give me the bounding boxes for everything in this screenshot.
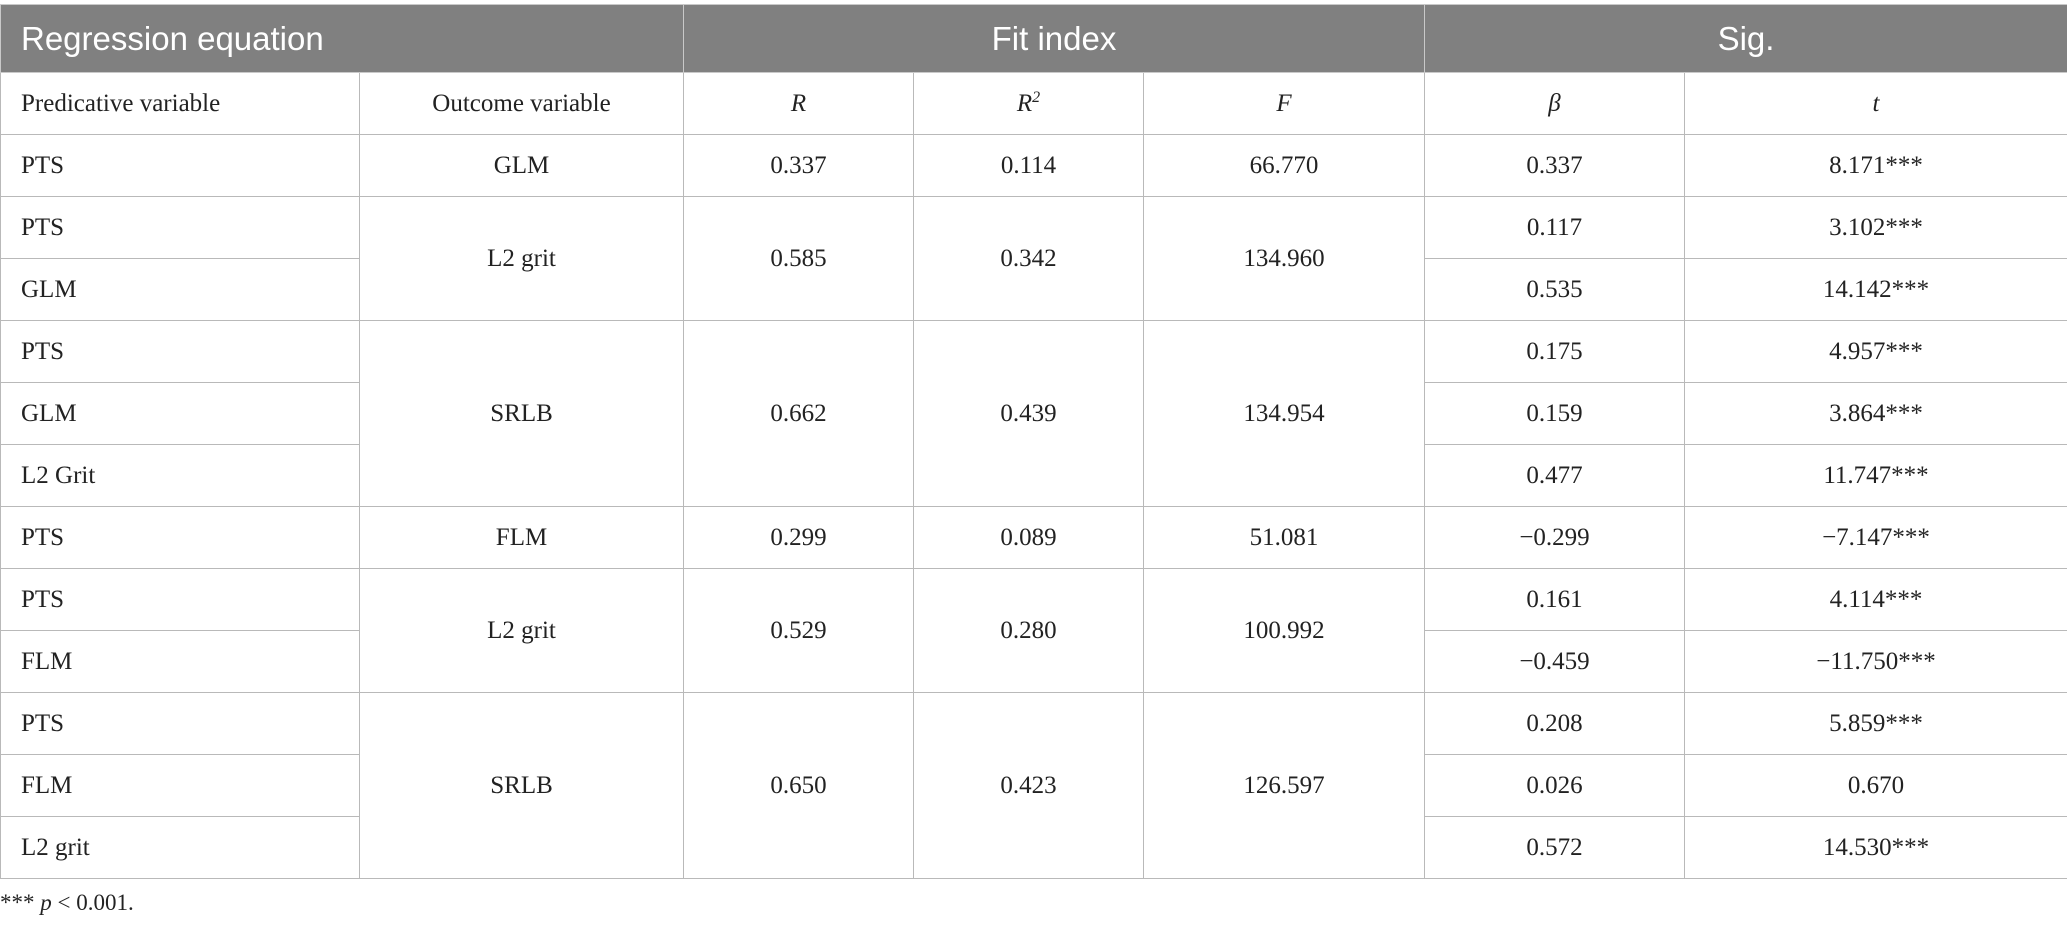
beta-cell: 0.161 [1424,568,1685,631]
beta-cell: 0.535 [1424,258,1685,321]
table-row: L2 grit 0.572 14.530*** [0,816,2067,879]
table-row: FLM 0.026 0.670 [0,754,2067,817]
r-squared-cell: 0.423 [913,692,1144,879]
predictor-cell: PTS [0,692,360,755]
outcome-cell: SRLB [359,692,684,879]
t-cell: 4.957*** [1684,320,2067,383]
r-cell: 0.650 [683,692,914,879]
group-header-row: Regression equation Fit index Sig. [0,4,2067,73]
r-cell: 0.662 [683,320,914,507]
regression-table-body: PTS GLM 0.337 0.114 66.770 0.337 8.171*** PTS L2… [0,134,2067,879]
t-cell: 0.670 [1684,754,2067,817]
beta-cell: 0.159 [1424,382,1685,445]
f-cell: 134.960 [1143,196,1425,321]
regression-table: Regression equation Fit index Sig. Predi… [0,4,2067,879]
r-squared-exponent: 2 [1032,88,1041,106]
f-cell: 134.954 [1143,320,1425,507]
t-header: t [1684,72,2067,135]
outcome-cell: FLM [359,506,684,569]
f-cell: 66.770 [1143,134,1425,197]
predictor-cell: GLM [0,258,360,321]
predictor-cell: L2 grit [0,816,360,879]
table-row: GLM 0.535 14.142*** [0,258,2067,321]
fit-index-header: Fit index [683,4,1425,73]
beta-cell: −0.459 [1424,630,1685,693]
beta-cell: 0.175 [1424,320,1685,383]
t-cell: 3.864*** [1684,382,2067,445]
regression-equation-header: Regression equation [0,4,684,73]
beta-cell: 0.117 [1424,196,1685,259]
beta-cell: 0.208 [1424,692,1685,755]
f-cell: 100.992 [1143,568,1425,693]
r-squared-cell: 0.089 [913,506,1144,569]
significance-header: Sig. [1424,4,2067,73]
t-cell: 8.171*** [1684,134,2067,197]
t-cell: 14.530*** [1684,816,2067,879]
r-squared-cell: 0.280 [913,568,1144,693]
beta-cell: 0.337 [1424,134,1685,197]
predictor-cell: PTS [0,568,360,631]
regression-table-container: Regression equation Fit index Sig. Predi… [0,4,2067,879]
predictor-cell: PTS [0,506,360,569]
r-cell: 0.337 [683,134,914,197]
outcome-cell: GLM [359,134,684,197]
beta-cell: 0.572 [1424,816,1685,879]
t-cell: 3.102*** [1684,196,2067,259]
predictor-cell: GLM [0,382,360,445]
beta-cell: 0.026 [1424,754,1685,817]
beta-cell: −0.299 [1424,506,1685,569]
table-row: PTS FLM 0.299 0.089 51.081 −0.299 −7.147*** [0,506,2067,569]
r-cell: 0.299 [683,506,914,569]
outcome-variable-header: Outcome variable [359,72,684,135]
beta-cell: 0.477 [1424,444,1685,507]
predictor-cell: FLM [0,630,360,693]
outcome-cell: SRLB [359,320,684,507]
r-squared-header: R2 [913,72,1144,135]
column-header-row: Predicative variable Outcome variable R … [0,72,2067,135]
predictor-cell: FLM [0,754,360,817]
beta-header: β [1424,72,1685,135]
t-cell: 11.747*** [1684,444,2067,507]
t-cell: −11.750*** [1684,630,2067,693]
table-row: PTS L2 grit 0.585 0.342 134.960 0.117 3.102*** [0,196,2067,321]
table-row: PTS GLM 0.337 0.114 66.770 0.337 8.171*** [0,134,2067,197]
r-squared-base: R [1016,89,1033,117]
outcome-cell: L2 grit [359,196,684,321]
r-squared-cell: 0.439 [913,320,1144,507]
r-cell: 0.585 [683,196,914,321]
predictor-cell: L2 Grit [0,444,360,507]
f-cell: 51.081 [1143,506,1425,569]
footnote-stars: *** [0,890,35,915]
table-row: PTS SRLB 0.650 0.423 126.597 0.208 5.859*** [0,692,2067,879]
predictor-cell: PTS [0,134,360,197]
r-header: R [683,72,914,135]
significance-footnote: *** p < 0.001. [0,890,134,916]
t-cell: −7.147*** [1684,506,2067,569]
table-row: PTS SRLB 0.662 0.439 134.954 0.175 4.957*** [0,320,2067,507]
r-cell: 0.529 [683,568,914,693]
footnote-threshold: < 0.001. [57,890,134,915]
table-row: FLM −0.459 −11.750*** [0,630,2067,693]
r-squared-cell: 0.342 [913,196,1144,321]
t-cell: 5.859*** [1684,692,2067,755]
t-cell: 4.114*** [1684,568,2067,631]
outcome-cell: L2 grit [359,568,684,693]
r-squared-cell: 0.114 [913,134,1144,197]
f-cell: 126.597 [1143,692,1425,879]
footnote-p: p [40,890,52,915]
predictor-cell: PTS [0,196,360,259]
f-header: F [1143,72,1425,135]
predictor-cell: PTS [0,320,360,383]
table-row: PTS L2 grit 0.529 0.280 100.992 0.161 4.114*** [0,568,2067,693]
predictive-variable-header: Predicative variable [0,72,360,135]
t-cell: 14.142*** [1684,258,2067,321]
